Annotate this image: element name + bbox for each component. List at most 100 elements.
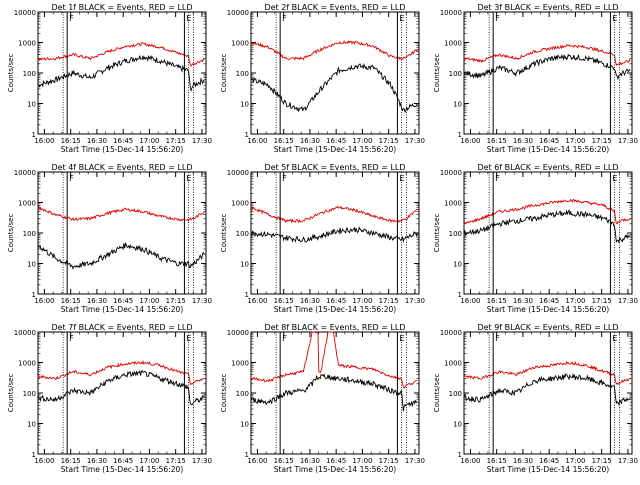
y-tick-label: 100 (236, 70, 249, 78)
y-tick-label: 10000 (227, 329, 249, 337)
x-tick-label: 16:15 (274, 297, 294, 305)
chart-panel: Det 7f BLACK = Events, RED = LLD 1 10 100 10… (7, 323, 212, 474)
x-tick-label: 16:15 (487, 457, 507, 465)
marker-label: F (282, 14, 287, 23)
y-axis-label: Counts/sec (7, 54, 15, 93)
marker-label: E (186, 174, 191, 183)
y-tick-label: 100 (236, 230, 249, 238)
y-tick-label: 10 (27, 261, 36, 269)
events-series-line (250, 226, 418, 243)
chart-panel: Det 4f BLACK = Events, RED = LLD 1 10 100 10… (7, 163, 212, 314)
marker-label: E (399, 14, 404, 23)
x-tick-label: 16:00 (247, 137, 267, 145)
x-tick-label: 17:15 (379, 137, 399, 145)
x-tick-label: 16:45 (539, 457, 559, 465)
y-tick-label: 1000 (18, 40, 36, 48)
events-series-line (37, 54, 205, 93)
chart-title: Det 9f BLACK = Events, RED = LLD (477, 323, 618, 332)
y-tick-label: 10000 (14, 169, 36, 177)
y-tick-label: 10000 (227, 9, 249, 17)
x-tick-label: 17:15 (379, 297, 399, 305)
y-axis-label: Counts/sec (220, 214, 228, 253)
x-tick-label: 16:00 (460, 457, 480, 465)
x-axis-label: Start Time (15-Dec-14 15:56:20) (61, 465, 183, 474)
lld-series-line (463, 198, 631, 226)
lld-series-line (250, 205, 418, 224)
x-tick-label: 17:30 (405, 137, 425, 145)
y-tick-label: 10 (453, 421, 462, 429)
y-tick-label: 10 (240, 421, 249, 429)
x-tick-label: 16:00 (34, 457, 54, 465)
marker-label: F (69, 14, 74, 23)
events-series-line (463, 53, 631, 81)
x-tick-label: 16:15 (61, 457, 81, 465)
x-tick-label: 16:00 (247, 297, 267, 305)
chart-panel: Det 3f BLACK = Events, RED = LLD 1 10 100 10… (433, 3, 638, 154)
x-tick-label: 16:30 (513, 137, 533, 145)
x-tick-label: 17:15 (592, 457, 612, 465)
chart-title: Det 4f BLACK = Events, RED = LLD (51, 163, 192, 172)
x-tick-label: 16:45 (113, 457, 133, 465)
chart-title: Det 8f BLACK = Events, RED = LLD (264, 323, 405, 332)
y-tick-label: 10000 (14, 9, 36, 17)
chart-title: Det 1f BLACK = Events, RED = LLD (51, 3, 192, 12)
y-tick-label: 10 (240, 101, 249, 109)
y-tick-label: 1000 (444, 200, 462, 208)
y-tick-label: 1 (458, 291, 462, 299)
chart-panel: Det 6f BLACK = Events, RED = LLD 1 10 100 10… (433, 163, 638, 314)
x-axis-label: Start Time (15-Dec-14 15:56:20) (274, 145, 396, 154)
y-tick-label: 10 (453, 261, 462, 269)
lld-series-line (463, 360, 631, 386)
marker-label: F (69, 174, 74, 183)
marker-label: F (495, 174, 500, 183)
x-tick-label: 16:00 (34, 137, 54, 145)
y-tick-label: 100 (23, 70, 36, 78)
x-axis-label: Start Time (15-Dec-14 15:56:20) (61, 145, 183, 154)
events-series-line (37, 241, 205, 270)
y-tick-label: 10000 (440, 9, 462, 17)
y-tick-label: 10000 (227, 169, 249, 177)
x-tick-label: 16:15 (274, 137, 294, 145)
marker-label: F (282, 174, 287, 183)
y-tick-label: 1 (32, 131, 36, 139)
x-tick-label: 16:30 (513, 457, 533, 465)
x-tick-label: 16:15 (61, 137, 81, 145)
x-tick-label: 17:00 (352, 297, 372, 305)
x-axis-label: Start Time (15-Dec-14 15:56:20) (487, 305, 609, 314)
x-tick-label: 16:30 (513, 297, 533, 305)
marker-label: E (399, 334, 404, 343)
chart-title: Det 7f BLACK = Events, RED = LLD (51, 323, 192, 332)
x-tick-label: 17:15 (166, 457, 186, 465)
y-tick-label: 1 (32, 291, 36, 299)
x-axis-label: Start Time (15-Dec-14 15:56:20) (61, 305, 183, 314)
y-tick-label: 1000 (444, 360, 462, 368)
marker-label: E (186, 14, 191, 23)
y-axis-label: Counts/sec (433, 374, 441, 413)
x-tick-label: 16:45 (326, 457, 346, 465)
x-tick-label: 16:15 (487, 137, 507, 145)
marker-label: E (186, 334, 191, 343)
x-tick-label: 17:00 (139, 137, 159, 145)
y-tick-label: 100 (449, 230, 462, 238)
y-tick-label: 100 (23, 230, 36, 238)
events-series-line (463, 372, 631, 407)
x-axis-label: Start Time (15-Dec-14 15:56:20) (274, 305, 396, 314)
y-tick-label: 1000 (18, 360, 36, 368)
y-axis-label: Counts/sec (7, 214, 15, 253)
x-tick-label: 17:00 (565, 297, 585, 305)
events-series-line (250, 62, 418, 114)
x-tick-label: 17:00 (352, 457, 372, 465)
chart-title: Det 2f BLACK = Events, RED = LLD (264, 3, 405, 12)
x-tick-label: 17:30 (192, 137, 212, 145)
x-tick-label: 16:15 (61, 297, 81, 305)
y-tick-label: 10 (453, 101, 462, 109)
x-tick-label: 17:00 (565, 137, 585, 145)
chart-title: Det 3f BLACK = Events, RED = LLD (477, 3, 618, 12)
x-tick-label: 17:15 (379, 457, 399, 465)
lld-series-line (463, 43, 631, 67)
x-tick-label: 16:45 (113, 297, 133, 305)
marker-label: E (612, 174, 617, 183)
x-tick-label: 17:00 (139, 457, 159, 465)
x-tick-label: 17:15 (166, 137, 186, 145)
x-tick-label: 17:30 (618, 297, 638, 305)
